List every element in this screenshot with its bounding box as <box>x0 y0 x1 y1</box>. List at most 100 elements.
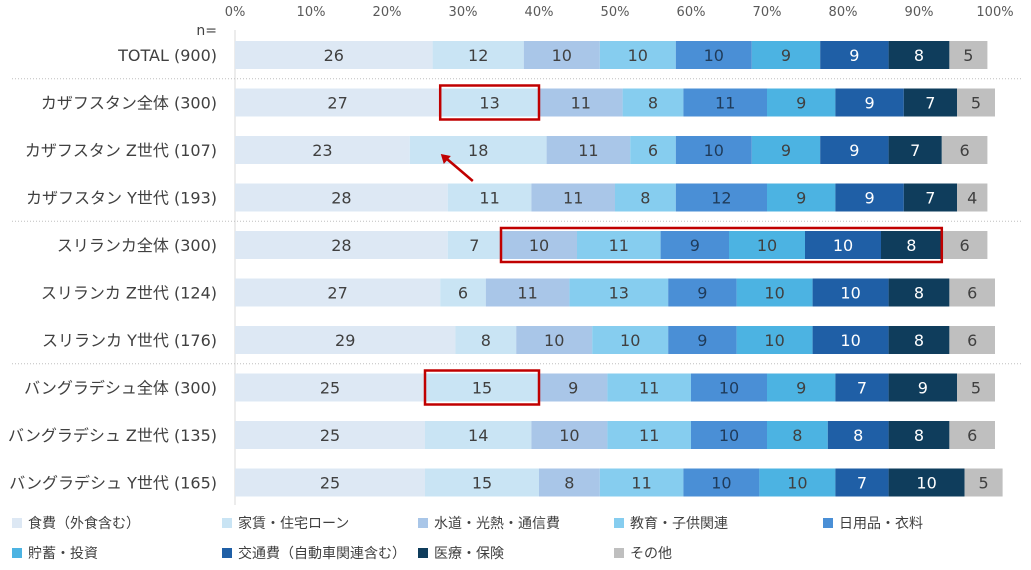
data-label: 23 <box>312 141 332 160</box>
data-label: 5 <box>971 94 981 113</box>
bar-segment <box>501 231 577 259</box>
data-label: 9 <box>697 284 707 303</box>
data-label: 9 <box>796 189 806 208</box>
x-tick-label: 50% <box>601 5 630 20</box>
data-label: 9 <box>796 379 806 398</box>
data-label: 10 <box>840 331 860 350</box>
bar-segment <box>949 421 995 449</box>
data-label: 8 <box>914 284 924 303</box>
legend-label: 貯蓄・投資 <box>28 546 98 562</box>
x-tick-label: 70% <box>753 5 782 20</box>
data-label: 6 <box>648 141 658 160</box>
data-label: 7 <box>857 379 867 398</box>
data-label: 10 <box>620 331 640 350</box>
data-label: 8 <box>914 46 924 65</box>
data-label: 10 <box>552 46 572 65</box>
data-label: 8 <box>914 331 924 350</box>
legend-label: 教育・子供関連 <box>630 516 728 532</box>
category-label: カザフスタン Z世代 (107) <box>25 141 217 160</box>
data-label: 6 <box>967 426 977 445</box>
data-label: 10 <box>719 426 739 445</box>
data-label: 25 <box>320 379 340 398</box>
bar-segment <box>957 373 995 402</box>
data-label: 11 <box>578 141 598 160</box>
data-label: 8 <box>914 426 924 445</box>
data-label: 12 <box>711 189 731 208</box>
bar-segment <box>668 278 737 307</box>
data-label: 10 <box>764 331 784 350</box>
legend-label: その他 <box>630 546 672 562</box>
bar-segment <box>607 421 691 449</box>
data-label: 13 <box>609 284 629 303</box>
data-label: 9 <box>781 46 791 65</box>
category-label: TOTAL (900) <box>117 46 217 65</box>
bar-segment <box>447 231 501 259</box>
data-label: 8 <box>564 474 574 493</box>
bar-segment <box>941 231 988 259</box>
data-label: 10 <box>916 474 936 493</box>
category-label: カザフスタン全体 (300) <box>41 94 217 113</box>
data-label: 9 <box>568 379 578 398</box>
annotation-arrow-line <box>444 157 474 182</box>
bar-segment <box>531 183 615 212</box>
data-label: 11 <box>571 94 591 113</box>
bar-segment <box>660 231 729 259</box>
bar-segment <box>485 278 570 307</box>
data-label: 10 <box>559 426 579 445</box>
x-tick-label: 0% <box>225 5 246 20</box>
legend-swatch <box>418 518 428 528</box>
data-label: 28 <box>331 236 351 255</box>
legend-label: 家賃・住宅ローン <box>238 515 349 532</box>
data-label: 9 <box>781 141 791 160</box>
data-label: 11 <box>609 236 629 255</box>
bar-segment <box>425 373 539 402</box>
data-label: 5 <box>979 474 989 493</box>
x-tick-label: 30% <box>449 5 478 20</box>
bar-segment <box>767 183 836 212</box>
bar-segment <box>888 468 965 497</box>
category-label: スリランカ全体 (300) <box>57 236 217 255</box>
bar-segment <box>235 278 441 307</box>
bar-segment <box>835 183 904 212</box>
data-label: 10 <box>757 236 777 255</box>
annotation-arrow-head <box>440 154 451 164</box>
data-label: 11 <box>715 94 735 113</box>
data-label: 10 <box>529 236 549 255</box>
bar-segment <box>759 468 836 497</box>
bar-segment <box>767 88 836 117</box>
legend-swatch <box>12 548 22 558</box>
bar-segment <box>767 373 836 402</box>
bar-segment <box>691 373 767 402</box>
legend-label: 食費（外食含む） <box>28 515 140 532</box>
data-label: 10 <box>833 236 853 255</box>
x-tick-label: 90% <box>905 5 934 20</box>
data-label: 28 <box>331 189 351 208</box>
data-label: 11 <box>639 426 659 445</box>
data-label: 7 <box>925 189 935 208</box>
bar-segment <box>577 231 661 259</box>
data-label: 6 <box>967 284 977 303</box>
bar-segment <box>888 136 942 164</box>
bar-segment <box>440 278 486 307</box>
legend-label: 医療・保険 <box>434 545 504 562</box>
bar-segment <box>820 41 889 69</box>
x-tick-label: 20% <box>373 5 402 20</box>
bar-segment <box>447 183 532 212</box>
data-label: 15 <box>472 379 492 398</box>
bar-segment <box>235 468 425 497</box>
legend-swatch <box>614 518 624 528</box>
data-label: 27 <box>327 94 347 113</box>
bar-segment <box>888 373 957 402</box>
data-label: 10 <box>711 474 731 493</box>
data-label: 11 <box>479 189 499 208</box>
bar-segment <box>827 421 889 449</box>
category-label: バングラデシュ全体 (300) <box>24 379 217 398</box>
data-label: 6 <box>960 236 970 255</box>
data-label: 10 <box>544 331 564 350</box>
bar-segment <box>949 278 995 307</box>
data-label: 11 <box>639 379 659 398</box>
bar-segment <box>599 468 684 497</box>
data-label: 10 <box>704 46 724 65</box>
